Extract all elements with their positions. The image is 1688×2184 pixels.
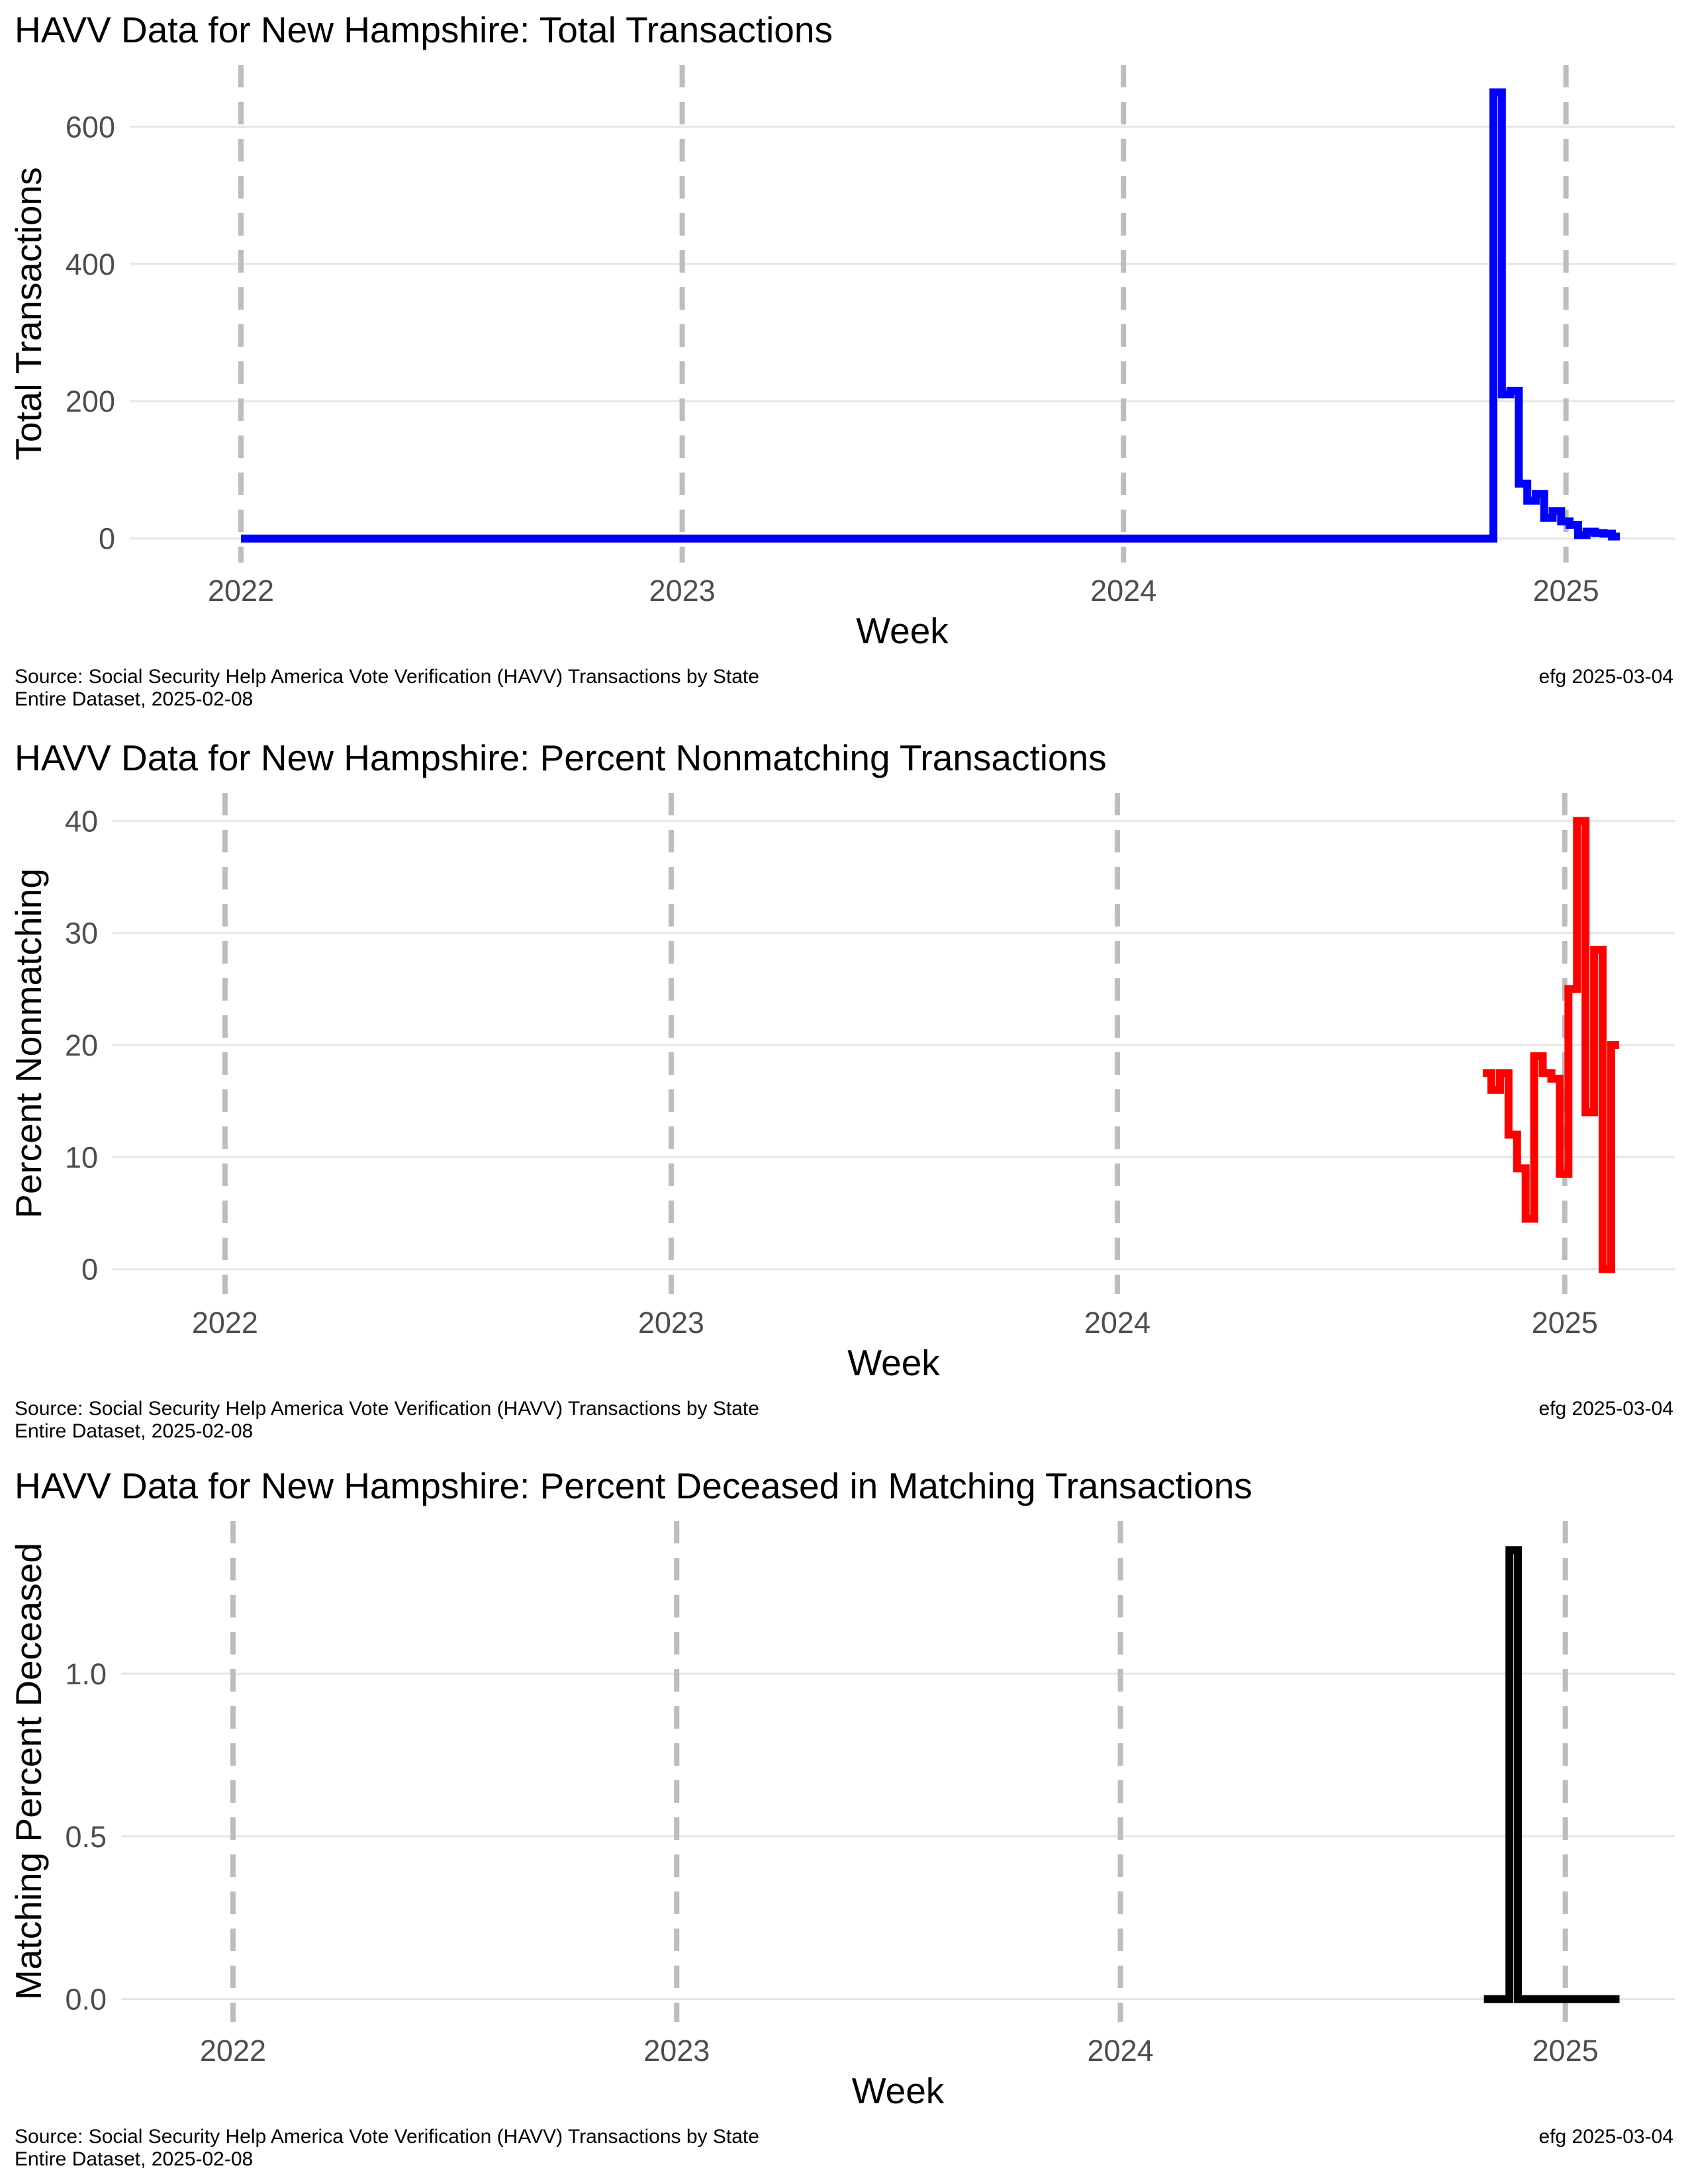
total-transactions-chart: HAVV Data for New Hampshire: Total Trans… [8, 9, 1675, 710]
chart-panel-percent-nonmatching: HAVV Data for New Hampshire: Percent Non… [0, 728, 1688, 1456]
x-axis-title: Week [847, 1342, 940, 1383]
x-tick-label: 2023 [649, 574, 716, 608]
y-tick-label: 10 [65, 1140, 98, 1174]
x-tick-label: 2022 [208, 574, 274, 608]
x-tick-label: 2022 [200, 2034, 266, 2068]
source-caption: Source: Social Security Help America Vot… [15, 666, 759, 688]
x-tick-label: 2024 [1088, 2034, 1154, 2068]
chart-title: HAVV Data for New Hampshire: Total Trans… [15, 9, 833, 50]
author-caption: efg 2025-03-04 [1539, 1398, 1674, 1420]
percent-nonmatching-chart: HAVV Data for New Hampshire: Percent Non… [8, 737, 1675, 1442]
y-tick-label: 400 [66, 248, 115, 281]
x-tick-label: 2023 [638, 1306, 704, 1340]
author-caption: efg 2025-03-04 [1539, 2126, 1674, 2148]
y-tick-label: 200 [66, 385, 115, 418]
y-tick-label: 0 [81, 1253, 98, 1287]
chart-panel-percent-deceased: HAVV Data for New Hampshire: Percent Dec… [0, 1456, 1688, 2184]
x-tick-label: 2024 [1084, 1306, 1150, 1340]
x-tick-label: 2025 [1532, 2034, 1599, 2068]
series-line [1483, 1546, 1620, 2003]
series-line [1483, 817, 1619, 1273]
y-tick-label: 1.0 [65, 1657, 107, 1691]
source-caption: Source: Social Security Help America Vot… [15, 1398, 759, 1420]
percent-deceased-chart: HAVV Data for New Hampshire: Percent Dec… [8, 1465, 1675, 2170]
series-line [241, 88, 1620, 543]
author-caption: efg 2025-03-04 [1539, 666, 1674, 688]
x-tick-label: 2025 [1532, 1306, 1598, 1340]
x-tick-label: 2024 [1090, 574, 1156, 608]
y-tick-label: 0 [99, 522, 115, 556]
dataset-caption: Entire Dataset, 2025-02-08 [15, 1420, 253, 1442]
dataset-caption: Entire Dataset, 2025-02-08 [15, 2148, 253, 2170]
chart-panel-total-transactions: HAVV Data for New Hampshire: Total Trans… [0, 0, 1688, 728]
x-tick-label: 2023 [643, 2034, 710, 2068]
y-tick-label: 30 [65, 917, 98, 950]
x-axis-title: Week [856, 610, 949, 651]
x-tick-label: 2025 [1533, 574, 1599, 608]
chart-title: HAVV Data for New Hampshire: Percent Dec… [15, 1465, 1252, 1506]
x-tick-label: 2022 [192, 1306, 258, 1340]
dataset-caption: Entire Dataset, 2025-02-08 [15, 688, 253, 710]
x-axis-title: Week [852, 2070, 945, 2111]
y-tick-label: 600 [66, 110, 115, 144]
chart-title: HAVV Data for New Hampshire: Percent Non… [15, 737, 1107, 778]
y-tick-label: 0.0 [65, 1983, 107, 2017]
y-axis-title: Percent Nonmatching [8, 868, 49, 1218]
y-tick-label: 40 [65, 804, 98, 838]
y-axis-title: Total Transactions [8, 167, 49, 460]
source-caption: Source: Social Security Help America Vot… [15, 2126, 759, 2148]
y-axis-title: Matching Percent Deceased [8, 1543, 49, 2000]
y-tick-label: 0.5 [65, 1820, 107, 1854]
y-tick-label: 20 [65, 1028, 98, 1062]
